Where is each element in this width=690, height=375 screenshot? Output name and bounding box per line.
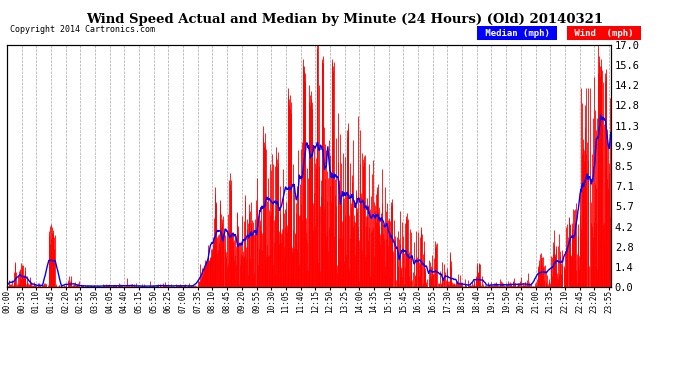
- Text: Median (mph): Median (mph): [480, 28, 555, 38]
- Text: Copyright 2014 Cartronics.com: Copyright 2014 Cartronics.com: [10, 25, 155, 34]
- Text: Wind  (mph): Wind (mph): [569, 28, 639, 38]
- Text: Wind Speed Actual and Median by Minute (24 Hours) (Old) 20140321: Wind Speed Actual and Median by Minute (…: [86, 13, 604, 26]
